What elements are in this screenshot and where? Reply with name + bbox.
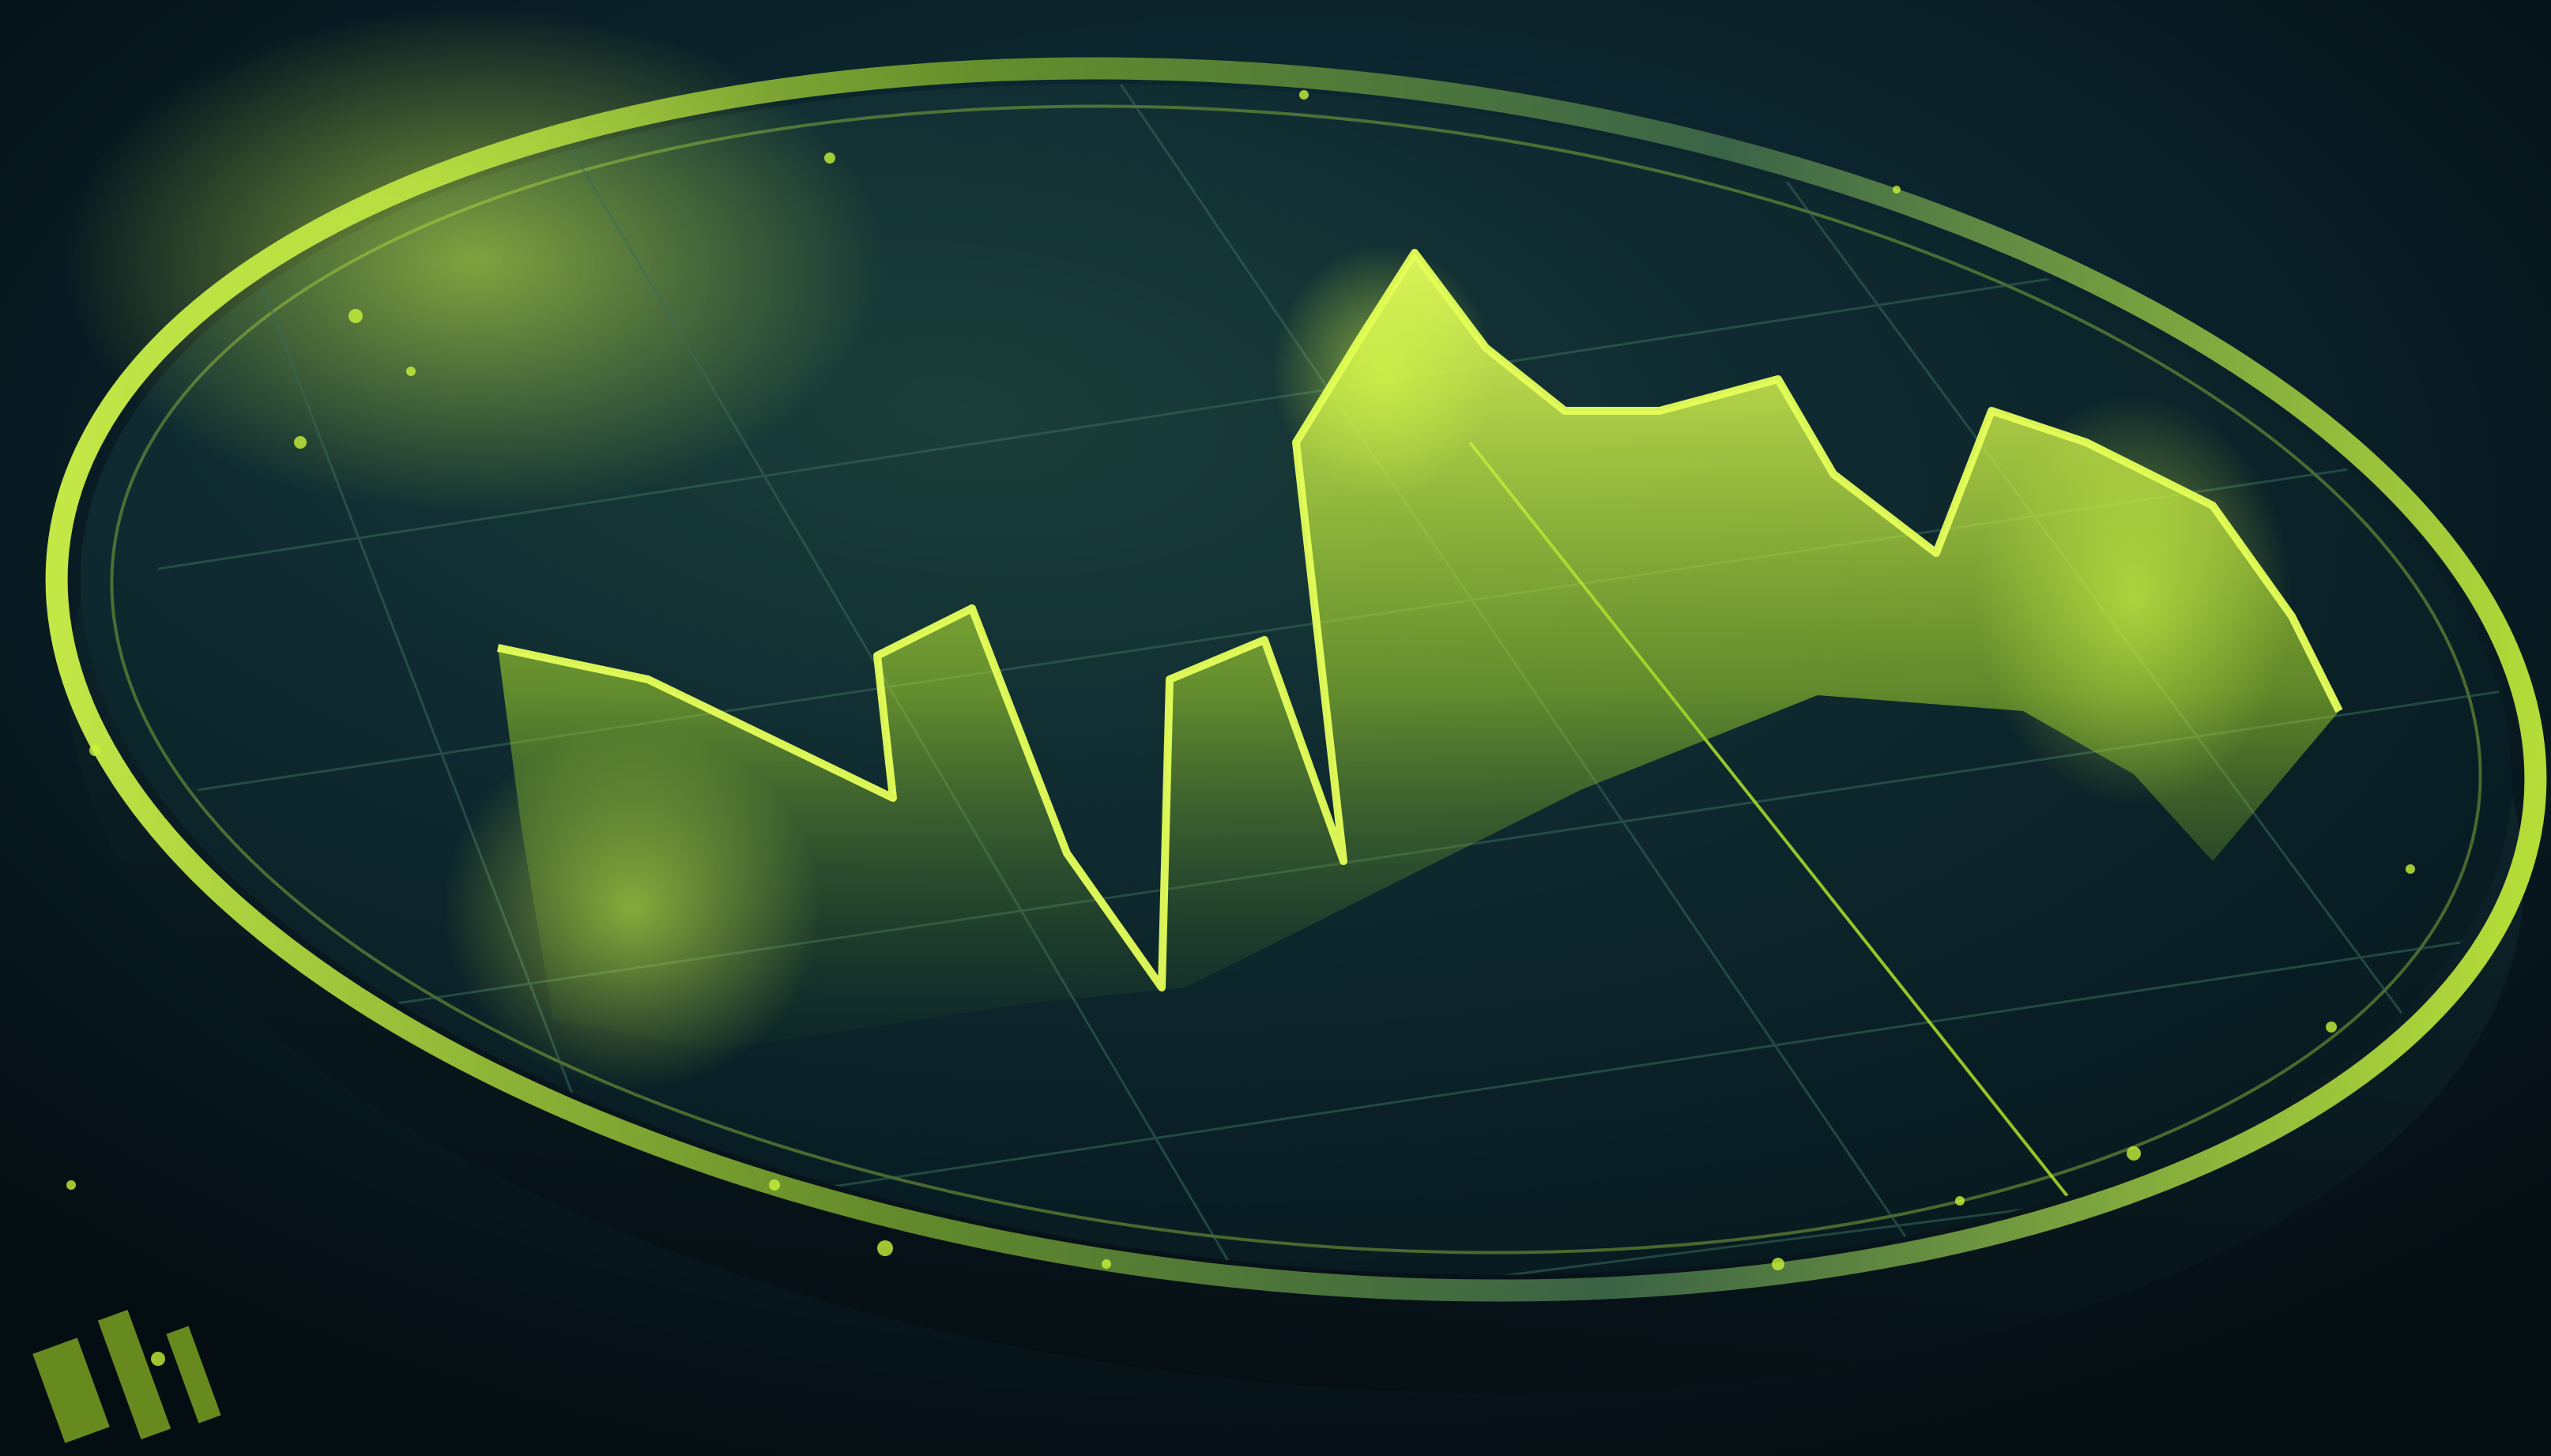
light-streaks xyxy=(32,1309,221,1443)
sparkles xyxy=(66,90,2415,1366)
price-wave-graphic xyxy=(443,245,2343,1090)
